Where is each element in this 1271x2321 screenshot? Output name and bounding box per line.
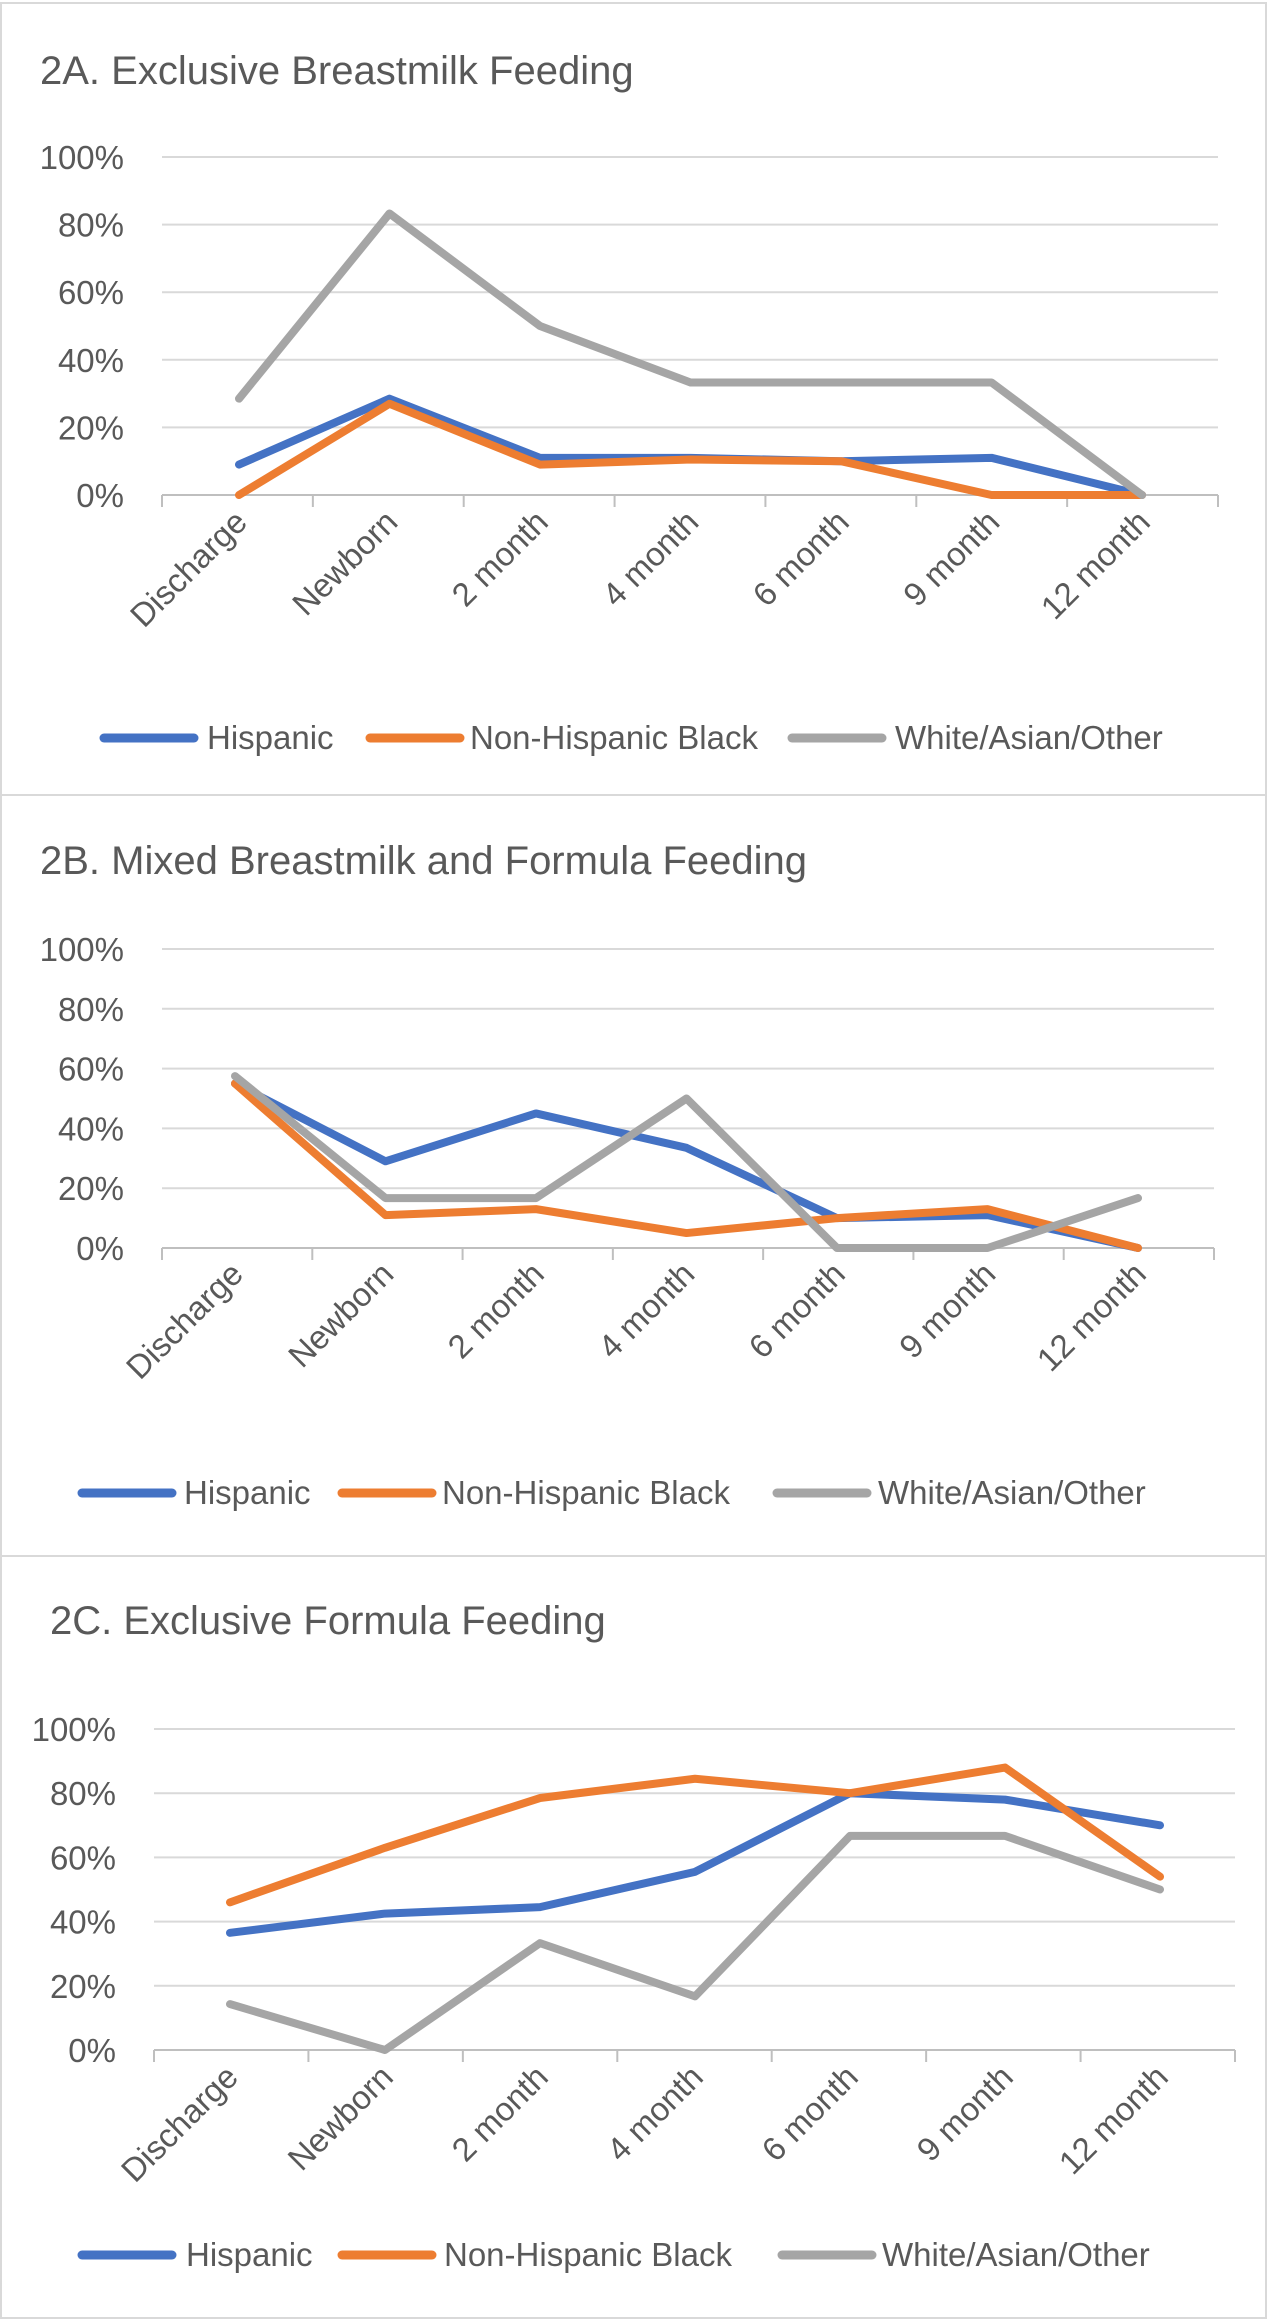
y-tick-label: 60% (50, 1839, 116, 1876)
x-tick-label: Discharge (114, 2058, 245, 2189)
x-tick-label: 2 month (440, 1255, 550, 1365)
x-tick-label: 12 month (1033, 503, 1156, 626)
y-tick-label: 80% (50, 1775, 116, 1812)
series-line-non-hispanic-black (231, 1079, 1142, 1252)
x-tick-label: 4 month (595, 503, 705, 613)
series-line-white-asian-other (235, 209, 1146, 499)
x-tick-label: 6 month (745, 503, 855, 613)
chart-2a-svg: 2A. Exclusive Breastmilk Feeding 0% 20% 40%… (40, 49, 1219, 756)
y-tick-label: 60% (58, 274, 124, 311)
chart-title: 2A. Exclusive Breastmilk Feeding (40, 49, 634, 93)
x-tick-label: Discharge (119, 1255, 250, 1386)
legend-label: Non-Hispanic Black (444, 2236, 732, 2273)
legend-label: White/Asian/Other (895, 719, 1163, 756)
chart-panel-2b: 2B. Mixed Breastmilk and Formula Feeding… (0, 794, 1267, 1559)
legend-label: Hispanic (186, 2236, 313, 2273)
x-tick-label: 12 month (1029, 1255, 1152, 1378)
x-tick-label: Newborn (285, 503, 405, 623)
y-tick-label: 40% (58, 342, 124, 379)
x-tick-label: 2 month (444, 2058, 554, 2168)
y-tick-label: 20% (58, 409, 124, 446)
x-tick-label: 2 month (444, 503, 554, 613)
x-tick-label: 12 month (1051, 2058, 1174, 2181)
series-line-non-hispanic-black (235, 399, 1146, 499)
y-tick-label: 80% (58, 991, 124, 1028)
y-tick-label: 20% (50, 1968, 116, 2005)
y-tick-label: 0% (68, 2032, 116, 2069)
series-line-white-asian-other (226, 1831, 1164, 2054)
series-line-hispanic (231, 1079, 1142, 1252)
x-tick-label: Newborn (281, 1255, 401, 1375)
y-tick-label: 40% (58, 1110, 124, 1147)
series-line-non-hispanic-black (226, 1763, 1164, 1907)
x-tick-label: 9 month (896, 503, 1006, 613)
chart-panel-2c: 2C. Exclusive Formula Feeding 0% 20% 40% 60%… (0, 1555, 1267, 2319)
legend-label: Hispanic (184, 1474, 311, 1511)
chart-panel-2a: 2A. Exclusive Breastmilk Feeding 0% 20% 40%… (0, 2, 1267, 798)
legend-label: White/Asian/Other (882, 2236, 1150, 2273)
y-tick-label: 20% (58, 1170, 124, 1207)
x-tick-label: Discharge (123, 503, 254, 634)
y-tick-label: 100% (40, 931, 124, 968)
legend-label: White/Asian/Other (878, 1474, 1146, 1511)
y-tick-label: 100% (40, 139, 124, 176)
y-tick-label: 60% (58, 1051, 124, 1088)
series-line-hispanic (226, 1789, 1164, 1937)
legend-label: Non-Hispanic Black (470, 719, 758, 756)
x-tick-label: 4 month (591, 1255, 701, 1365)
chart-title: 2B. Mixed Breastmilk and Formula Feeding (40, 839, 807, 883)
y-tick-label: 0% (76, 1230, 124, 1267)
x-tick-label: Newborn (280, 2058, 400, 2178)
y-tick-label: 0% (76, 477, 124, 514)
y-tick-label: 40% (50, 1904, 116, 1941)
legend-label: Hispanic (207, 719, 334, 756)
chart-title: 2C. Exclusive Formula Feeding (50, 1599, 606, 1643)
chart-2c-svg: 2C. Exclusive Formula Feeding 0% 20% 40% 60%… (32, 1599, 1236, 2273)
legend-label: Non-Hispanic Black (442, 1474, 730, 1511)
x-tick-label: 6 month (741, 1255, 851, 1365)
x-tick-label: 9 month (892, 1255, 1002, 1365)
y-tick-label: 80% (58, 207, 124, 244)
x-tick-label: 9 month (909, 2058, 1019, 2168)
series-line-white-asian-other (231, 1072, 1142, 1252)
chart-2b-svg: 2B. Mixed Breastmilk and Formula Feeding… (40, 839, 1215, 1511)
y-tick-label: 100% (32, 1711, 116, 1748)
x-tick-label: 4 month (599, 2058, 709, 2168)
x-tick-label: 6 month (754, 2058, 864, 2168)
